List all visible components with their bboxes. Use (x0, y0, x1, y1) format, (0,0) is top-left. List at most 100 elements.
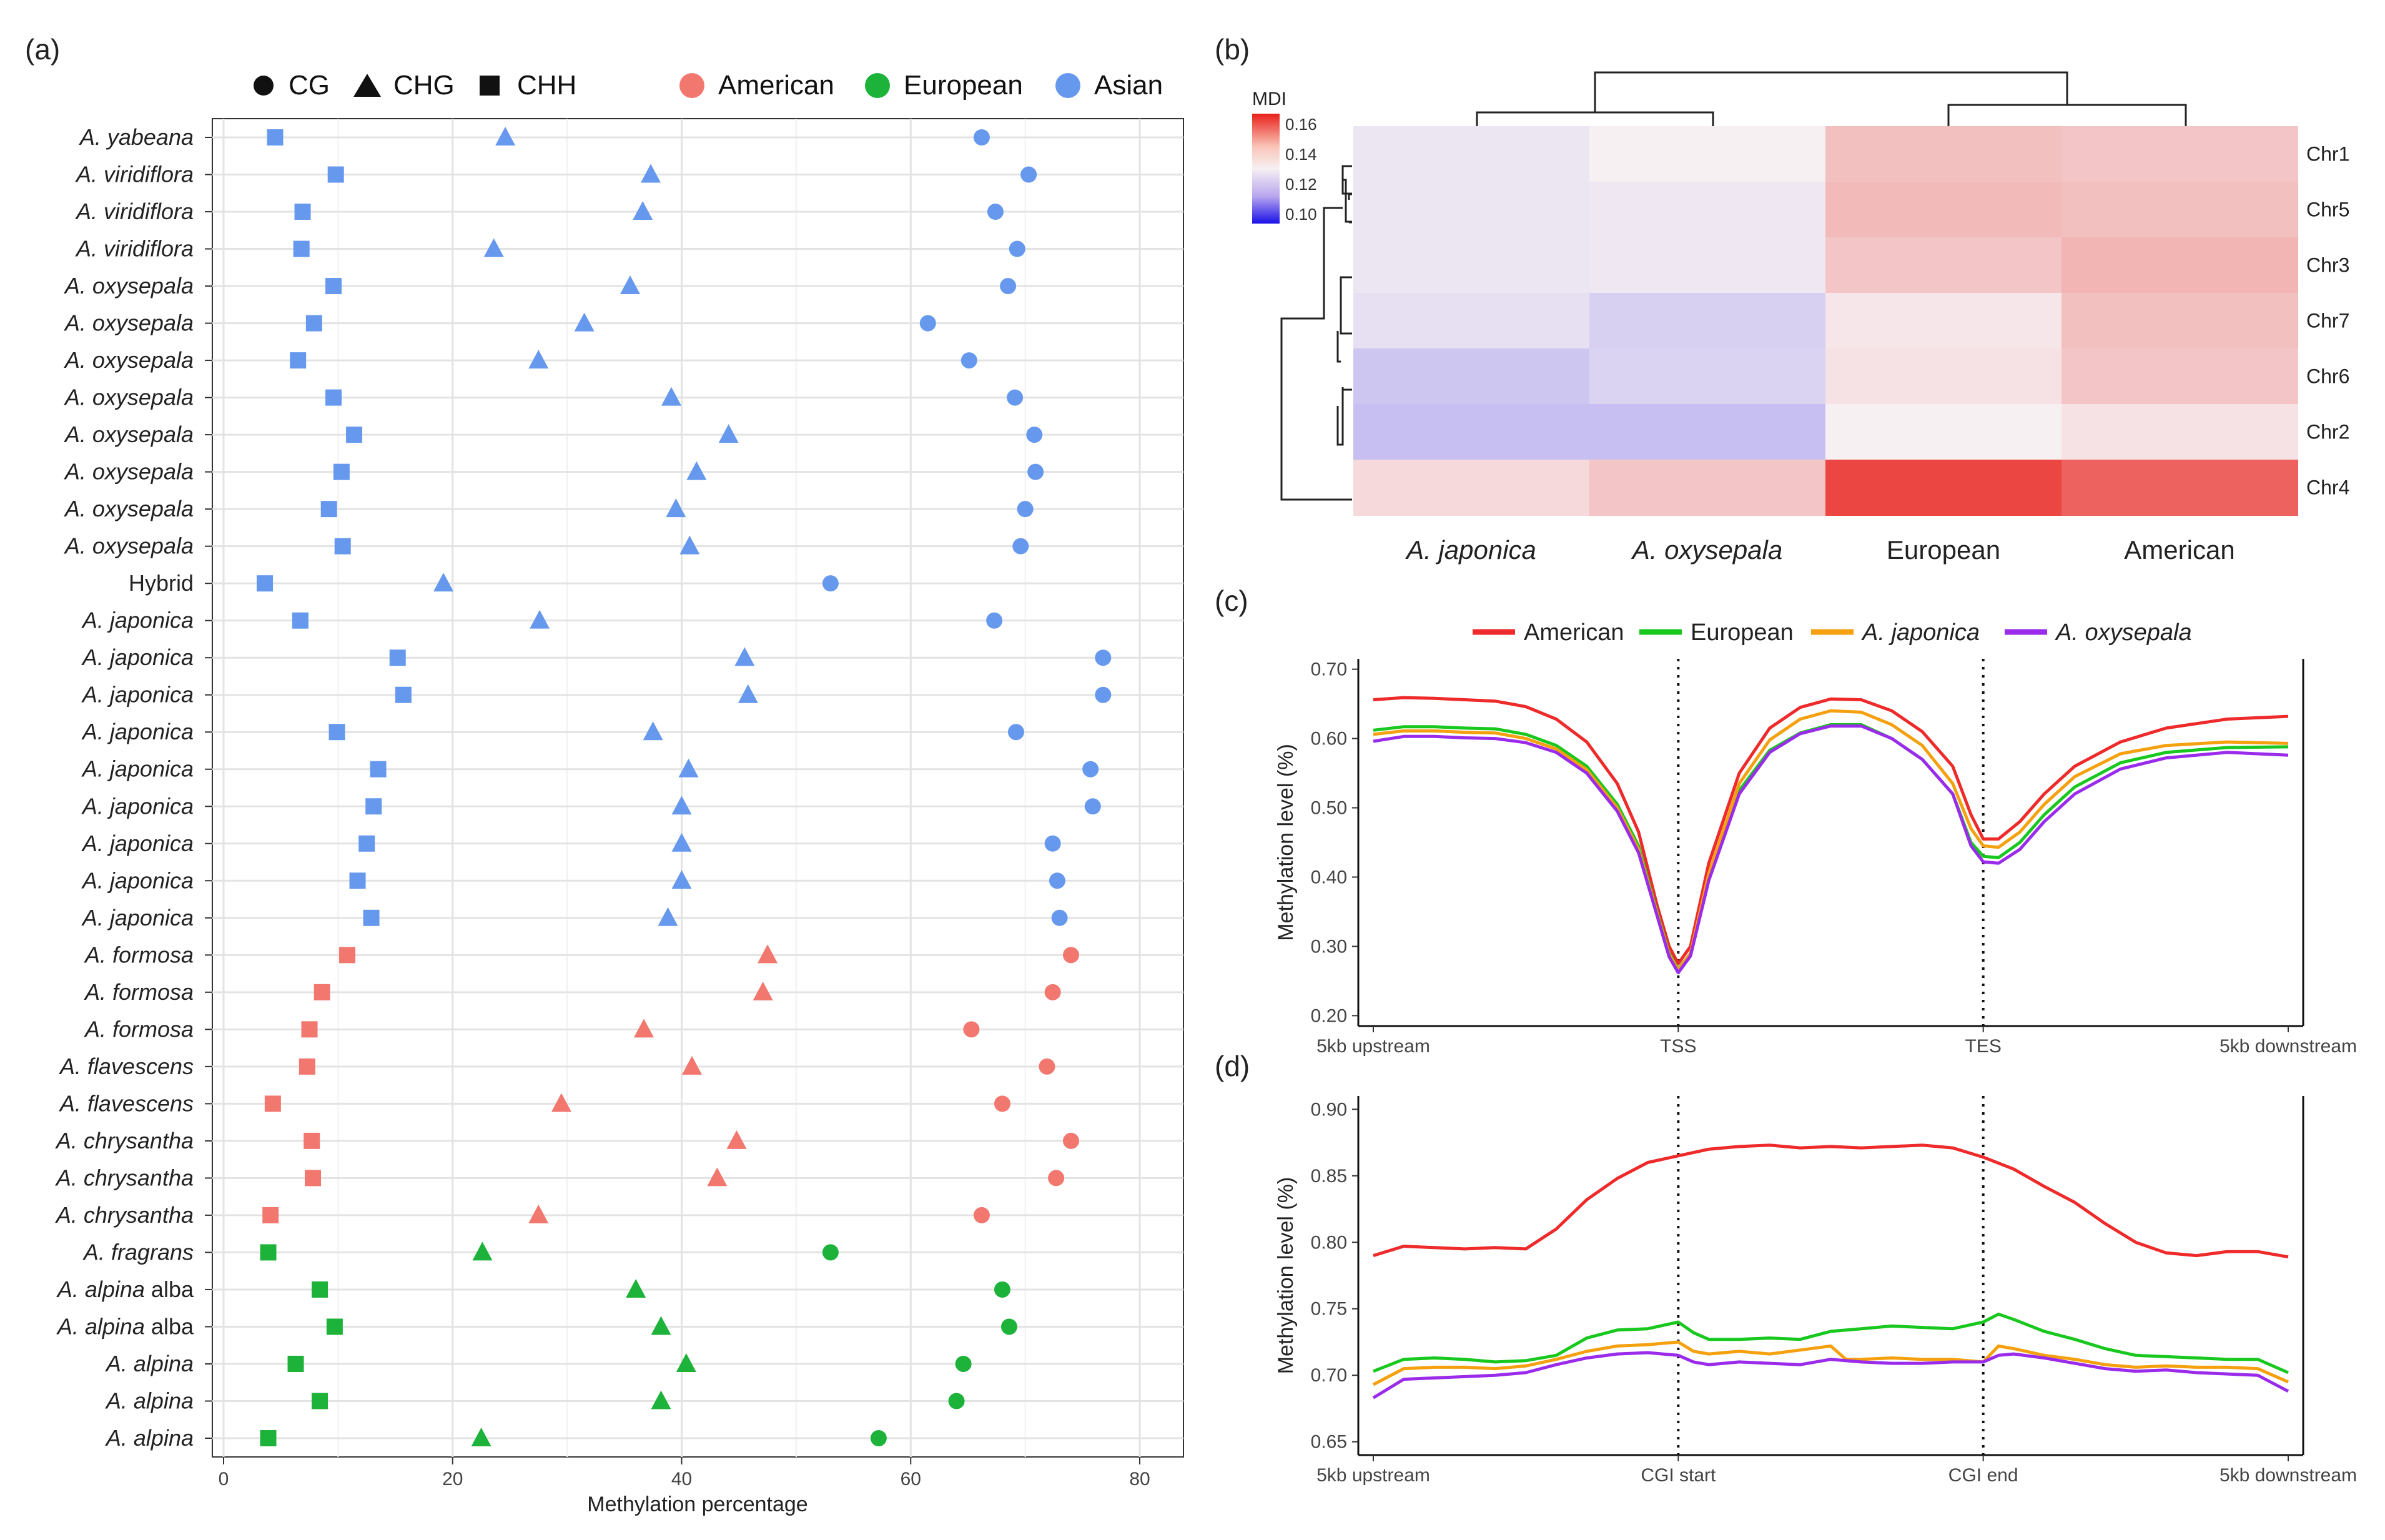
row-label: A. oxysepala (64, 385, 194, 410)
panel-label-b: (b) (1215, 33, 1250, 66)
row-label: A. japonica (81, 756, 194, 782)
chg-triangle-marker (483, 238, 504, 257)
row-label: A. alpina (105, 1351, 194, 1376)
chh-square-marker (292, 612, 309, 629)
chg-triangle-marker (679, 535, 700, 555)
y-tick-label: 0.70 (1311, 659, 1347, 680)
chh-square-marker (358, 835, 375, 852)
panel-a-legend: CG CHG CHH American European Asian (254, 70, 1163, 101)
chh-square-marker (293, 240, 310, 257)
legend-european-dot (865, 73, 890, 98)
panel-label-d: (d) (1215, 1050, 1250, 1082)
row-label: A. oxysepala (64, 273, 194, 299)
heatmap-cell (1589, 460, 1826, 516)
legend-asian-label: Asian (1094, 70, 1163, 101)
y-tick-label: 0.70 (1311, 1365, 1347, 1386)
chg-triangle-marker (551, 1093, 571, 1112)
chg-triangle-marker (707, 1167, 728, 1187)
cg-circle-marker (1007, 389, 1024, 406)
y-axis-title: Methylation level (%) (1274, 1177, 1298, 1375)
chg-triangle-marker (643, 721, 663, 741)
row-label: A. alpina (105, 1388, 194, 1413)
row-label: A. fragrans (82, 1239, 194, 1265)
chh-square-marker (326, 1318, 343, 1335)
chg-triangle-marker (661, 387, 681, 406)
y-axis-title: Methylation level (%) (1274, 744, 1298, 941)
chg-triangle-marker (676, 1353, 696, 1372)
legend-chh-label: CHH (517, 70, 576, 101)
cg-circle-marker (987, 204, 1004, 220)
row-label: A. oxysepala (64, 347, 194, 373)
row-label: A. japonica (81, 682, 194, 708)
x-tick-label: 5kb downstream (2220, 1036, 2357, 1057)
chh-square-marker (257, 575, 274, 592)
heatmap-column-label: European (1887, 535, 2000, 565)
row-label: A. viridiflora (75, 236, 194, 262)
row-label: A. japonica (81, 831, 194, 856)
y-tick-label: 0.60 (1311, 729, 1347, 749)
chh-square-marker (370, 761, 387, 777)
mdi-legend-title: MDI (1252, 89, 1286, 109)
cg-circle-marker (1049, 872, 1065, 889)
legend-series-label: European (1691, 619, 1794, 646)
heatmap-row-label: Chr7 (2306, 310, 2349, 332)
row-label: A. alpina alba (56, 1313, 194, 1339)
heatmap-cell (2062, 404, 2298, 460)
y-tick-label: 0.40 (1311, 867, 1347, 887)
x-tick-label: CGI start (1641, 1465, 1716, 1486)
row-label: A. yabeana (79, 124, 194, 150)
heatmap-cell (1589, 348, 1826, 405)
chh-square-marker (334, 538, 351, 555)
chh-square-marker (304, 1132, 320, 1149)
chh-square-marker (305, 315, 322, 332)
legend-series-label: A. japonica (1861, 619, 1980, 646)
panel-b-row-dendrogram (1280, 165, 1352, 501)
heatmap-column-label: A. oxysepala (1631, 535, 1782, 565)
heatmap-cell (2062, 460, 2298, 516)
chh-square-marker (312, 1281, 328, 1298)
panel-a-plot-area (212, 118, 1184, 1458)
row-label: A. japonica (81, 608, 194, 633)
y-tick-label: 0.30 (1311, 936, 1347, 957)
row-label: A. chrysantha (55, 1202, 194, 1228)
series-line (1373, 724, 2289, 975)
heatmap-cell (1825, 293, 2062, 349)
series-line (1373, 1312, 2289, 1375)
row-label: A. japonica (81, 644, 194, 670)
chg-triangle-marker (726, 1130, 747, 1149)
chg-triangle-marker (472, 1241, 493, 1261)
row-label: A. formosa (84, 942, 194, 967)
cg-circle-marker (1020, 166, 1037, 183)
row-label: A. oxysepala (64, 310, 194, 336)
mdi-tick-010: 0.10 (1285, 205, 1317, 224)
series-line (1373, 709, 2289, 972)
y-tick-label: 0.75 (1311, 1299, 1347, 1320)
chg-triangle-marker (753, 981, 773, 1000)
chh-square-marker (260, 1430, 277, 1446)
cg-circle-marker (919, 315, 936, 332)
panel-b-row-labels: Chr1 Chr5 Chr3 Chr7 Chr6 Chr2 Chr4 (2306, 143, 2349, 499)
panel-c-line-chart: (c) American European A. japonica A. oxysep… (1215, 585, 2357, 1057)
legend-triangle-icon (353, 74, 381, 97)
legend-european-label: European (904, 70, 1023, 101)
chh-square-marker (314, 984, 330, 1000)
chh-square-marker (299, 1058, 315, 1075)
chh-square-marker (325, 278, 342, 295)
x-tick-label: 5kb downstream (2220, 1465, 2357, 1486)
panel-b-color-legend: MDI 0.16 0.14 0.12 0.10 (1252, 89, 1317, 224)
heatmap-cell (1589, 293, 1826, 349)
chg-triangle-marker (671, 832, 692, 852)
mdi-tick-014: 0.14 (1285, 145, 1317, 164)
heatmap-column-label: A. japonica (1405, 535, 1536, 565)
legend-circle-icon (254, 76, 274, 96)
x-tick-label: CGI end (1948, 1465, 2018, 1486)
chg-triangle-marker (651, 1316, 671, 1335)
cg-circle-marker (1062, 947, 1079, 964)
legend-series-label: A. oxysepala (2055, 619, 2192, 646)
y-tick-label: 0.50 (1311, 798, 1347, 819)
row-label: A. flavescens (59, 1090, 194, 1116)
chg-triangle-marker (738, 684, 758, 703)
panel-c-plot: 0.20 0.30 0.40 0.50 0.60 0.70 5kb upstream TSS T… (1274, 659, 2357, 1057)
panel-d-line-chart: (d) 0.65 0.70 0.75 0.80 0.85 0.90 5kb upstream… (1215, 1050, 2357, 1486)
